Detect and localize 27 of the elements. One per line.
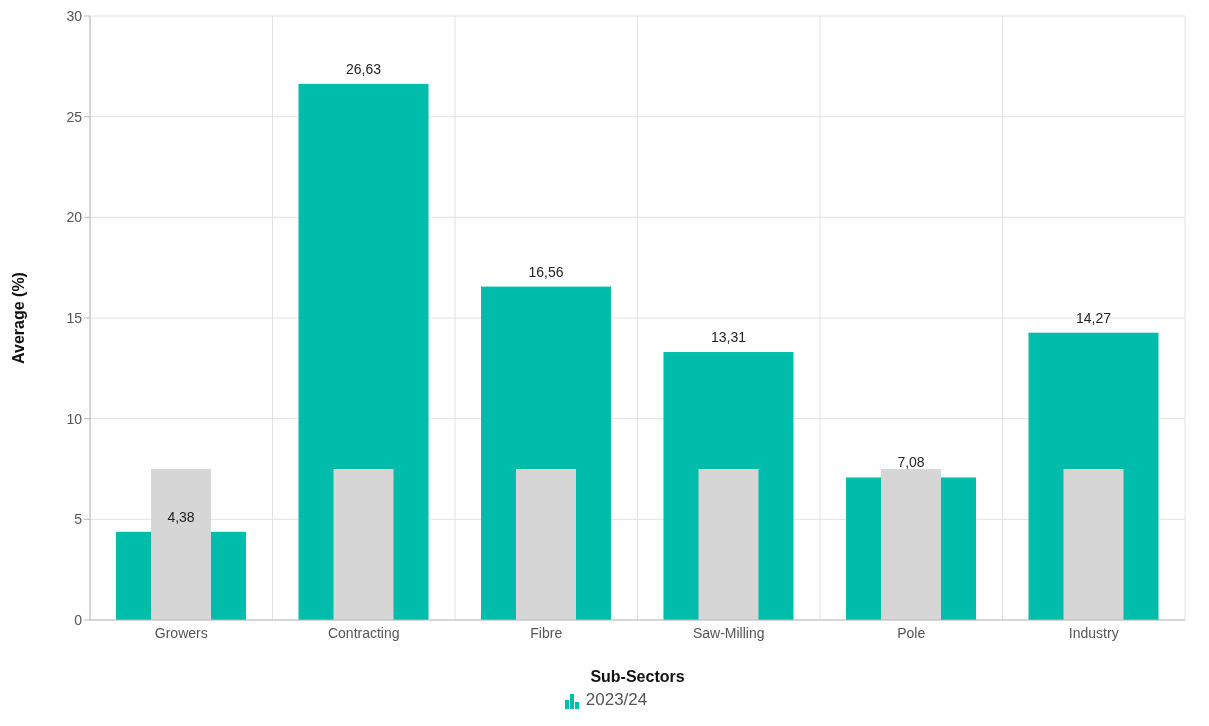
bar [881,469,941,620]
data-label: 16,56 [528,263,564,280]
data-label: 13,31 [710,329,747,346]
y-tick-label: 15 [66,309,83,326]
x-tick-label: Contracting [327,624,400,641]
x-tick-label: Industry [1068,624,1119,641]
y-tick-label: 20 [66,209,83,226]
bar [1063,469,1124,620]
data-label: 7,08 [897,454,925,471]
legend-label: 2023/24 [584,690,648,709]
y-tick-label: 30 [66,7,83,24]
y-axis-title: Average (%) [9,272,27,364]
y-tick-label: 25 [66,108,83,125]
y-tick-label: 0 [74,611,83,628]
bar [333,469,394,620]
data-label: 4,38 [167,508,195,525]
bar [516,469,576,620]
data-label: 14,27 [1075,309,1112,326]
y-tick-label: 10 [66,410,83,427]
x-tick-label: Fibre [530,624,563,641]
bar [698,469,759,620]
y-tick-label: 5 [74,511,83,528]
data-label: 26,63 [345,60,382,77]
x-tick-label: Saw-Milling [692,624,765,641]
x-axis-title: Sub-Sectors [590,668,685,685]
x-tick-label: Pole [897,624,926,641]
x-tick-label: Growers [154,624,208,641]
